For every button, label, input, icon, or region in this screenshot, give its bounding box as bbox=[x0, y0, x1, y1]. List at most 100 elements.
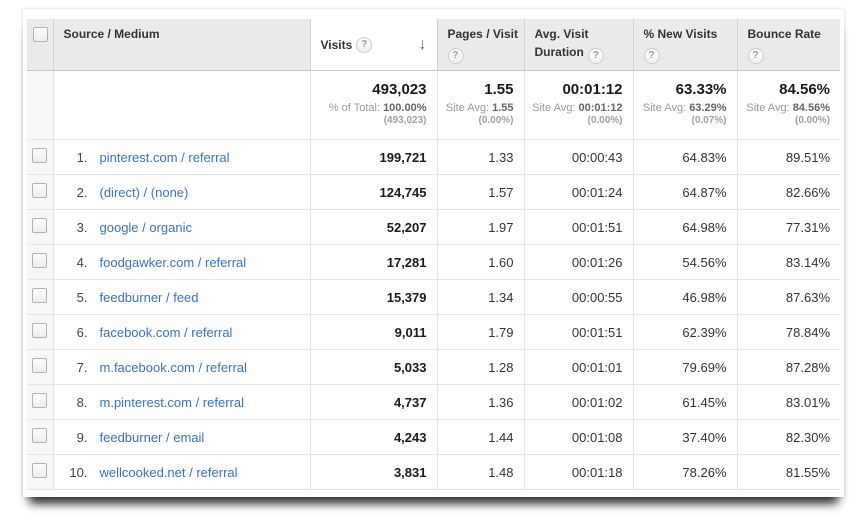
row-checkbox-cell bbox=[27, 139, 54, 175]
row-index: 2. bbox=[76, 184, 88, 200]
row-avg-duration-value: 00:01:01 bbox=[524, 349, 634, 385]
source-medium-link[interactable]: m.facebook.com / referral bbox=[99, 359, 247, 375]
row-bounce-rate-value: 78.84% bbox=[737, 314, 840, 350]
column-header-visits[interactable]: Visits ? ↓ bbox=[310, 19, 438, 71]
row-bounce-rate-value: 87.28% bbox=[737, 349, 840, 385]
help-icon[interactable]: ? bbox=[643, 48, 660, 64]
source-medium-link[interactable]: (direct) / (none) bbox=[99, 184, 189, 200]
row-checkbox[interactable] bbox=[32, 428, 48, 443]
avg-visit-duration-header-label-line2: Duration bbox=[534, 45, 584, 59]
row-bounce-rate-value: 77.31% bbox=[737, 209, 840, 245]
row-checkbox[interactable] bbox=[32, 218, 48, 233]
total-new-visits-value: 63.33% bbox=[675, 81, 727, 98]
table-row: 4. foodgawker.com / referral 17,281 1.60 … bbox=[27, 244, 840, 280]
row-pages-visit-value: 1.44 bbox=[437, 419, 525, 455]
row-checkbox[interactable] bbox=[32, 323, 48, 338]
column-header-new-visits[interactable]: % New Visits ? bbox=[633, 19, 738, 71]
row-index: 1. bbox=[76, 149, 88, 165]
row-index: 8. bbox=[76, 394, 88, 410]
table-row: 2. (direct) / (none) 124,745 1.57 00:01:2… bbox=[27, 174, 840, 210]
avg-visit-duration-header-label-line1: Avg. Visit bbox=[534, 27, 589, 41]
source-medium-link[interactable]: m.pinterest.com / referral bbox=[99, 394, 245, 410]
avg-duration-delta: (0.00%) bbox=[587, 115, 623, 126]
row-checkbox[interactable] bbox=[32, 288, 48, 303]
source-medium-link[interactable]: facebook.com / referral bbox=[99, 324, 233, 340]
bounce-rate-site-avg: Site Avg: 84.56% bbox=[746, 102, 830, 114]
table-row: 7. m.facebook.com / referral 5,033 1.28 0… bbox=[27, 349, 840, 385]
column-header-avg-visit-duration[interactable]: Avg. Visit Duration? bbox=[524, 19, 634, 71]
row-visits-value: 3,831 bbox=[310, 454, 438, 490]
select-all-checkbox[interactable] bbox=[33, 27, 48, 42]
row-index: 4. bbox=[76, 254, 88, 270]
row-visits-value: 199,721 bbox=[310, 139, 438, 175]
row-checkbox[interactable] bbox=[32, 393, 48, 408]
table-row: 3. google / organic 52,207 1.97 00:01:51 … bbox=[27, 209, 840, 245]
row-index: 10. bbox=[69, 464, 88, 480]
column-header-pages-visit[interactable]: Pages / Visit ? bbox=[437, 19, 525, 71]
row-visits-value: 124,745 bbox=[310, 174, 438, 210]
row-checkbox[interactable] bbox=[32, 148, 48, 163]
row-source-cell: 2. (direct) / (none) bbox=[53, 174, 311, 210]
visits-header-label: Visits bbox=[320, 37, 353, 52]
column-header-source-medium[interactable]: Source / Medium bbox=[53, 19, 311, 71]
summary-checkbox-cell bbox=[27, 70, 54, 140]
row-avg-duration-value: 00:01:51 bbox=[524, 209, 634, 245]
row-bounce-rate-value: 89.51% bbox=[737, 139, 840, 175]
row-bounce-rate-value: 83.14% bbox=[737, 244, 840, 280]
row-new-visits-value: 54.56% bbox=[633, 244, 738, 280]
row-source-cell: 10. wellcooked.net / referral bbox=[53, 454, 311, 490]
new-visits-delta: (0.07%) bbox=[691, 115, 727, 126]
row-pages-visit-value: 1.57 bbox=[437, 174, 525, 210]
row-visits-value: 15,379 bbox=[310, 279, 438, 315]
bounce-rate-delta: (0.00%) bbox=[794, 115, 830, 126]
column-header-bounce-rate[interactable]: Bounce Rate ? bbox=[737, 19, 840, 71]
help-icon[interactable]: ? bbox=[587, 48, 604, 64]
row-visits-value: 9,011 bbox=[310, 314, 438, 350]
bounce-rate-header-label: Bounce Rate bbox=[747, 27, 821, 41]
row-checkbox-cell bbox=[27, 384, 54, 420]
source-medium-link[interactable]: pinterest.com / referral bbox=[99, 149, 230, 165]
row-avg-duration-value: 00:01:26 bbox=[524, 244, 634, 280]
source-medium-link[interactable]: google / organic bbox=[99, 219, 193, 235]
row-bounce-rate-value: 81.55% bbox=[737, 454, 840, 490]
row-new-visits-value: 46.98% bbox=[633, 279, 738, 315]
row-new-visits-value: 62.39% bbox=[633, 314, 738, 350]
total-pages-visit-value: 1.55 bbox=[484, 81, 514, 98]
select-all-header-cell bbox=[27, 19, 54, 71]
row-avg-duration-value: 00:01:02 bbox=[524, 384, 634, 420]
source-medium-link[interactable]: wellcooked.net / referral bbox=[99, 464, 238, 480]
row-avg-duration-value: 00:01:08 bbox=[524, 419, 634, 455]
row-avg-duration-value: 00:00:43 bbox=[524, 139, 634, 175]
row-checkbox-cell bbox=[27, 279, 54, 315]
row-source-cell: 7. m.facebook.com / referral bbox=[53, 349, 311, 385]
help-icon[interactable]: ? bbox=[356, 36, 373, 53]
row-new-visits-value: 64.98% bbox=[633, 209, 738, 245]
row-checkbox[interactable] bbox=[32, 358, 48, 373]
row-avg-duration-value: 00:00:55 bbox=[524, 279, 634, 315]
sort-descending-icon[interactable]: ↓ bbox=[418, 35, 427, 53]
row-bounce-rate-value: 87.63% bbox=[737, 279, 840, 315]
row-bounce-rate-value: 82.66% bbox=[737, 174, 840, 210]
row-new-visits-value: 64.87% bbox=[633, 174, 738, 210]
row-bounce-rate-value: 82.30% bbox=[737, 419, 840, 455]
row-visits-value: 4,737 bbox=[310, 384, 438, 420]
help-icon[interactable]: ? bbox=[747, 48, 764, 64]
row-checkbox[interactable] bbox=[32, 253, 48, 268]
help-icon[interactable]: ? bbox=[447, 48, 464, 64]
pages-visit-header-label: Pages / Visit bbox=[447, 27, 518, 41]
source-medium-link[interactable]: feedburner / feed bbox=[99, 289, 199, 305]
visits-percent-of-total: % of Total: 100.00% bbox=[328, 102, 427, 114]
row-checkbox[interactable] bbox=[32, 183, 48, 198]
pages-visit-delta: (0.00%) bbox=[478, 115, 514, 126]
row-source-cell: 1. pinterest.com / referral bbox=[53, 139, 311, 175]
row-source-cell: 5. feedburner / feed bbox=[53, 279, 311, 315]
total-bounce-rate-value: 84.56% bbox=[779, 81, 830, 98]
row-avg-duration-value: 00:01:51 bbox=[524, 314, 634, 350]
source-medium-link[interactable]: feedburner / email bbox=[99, 429, 205, 445]
avg-duration-site-avg: Site Avg: 00:01:12 bbox=[532, 102, 623, 114]
row-pages-visit-value: 1.48 bbox=[437, 454, 525, 490]
source-medium-link[interactable]: foodgawker.com / referral bbox=[99, 254, 247, 270]
summary-source-cell bbox=[53, 70, 311, 140]
row-index: 3. bbox=[76, 219, 88, 235]
row-checkbox[interactable] bbox=[32, 463, 48, 478]
